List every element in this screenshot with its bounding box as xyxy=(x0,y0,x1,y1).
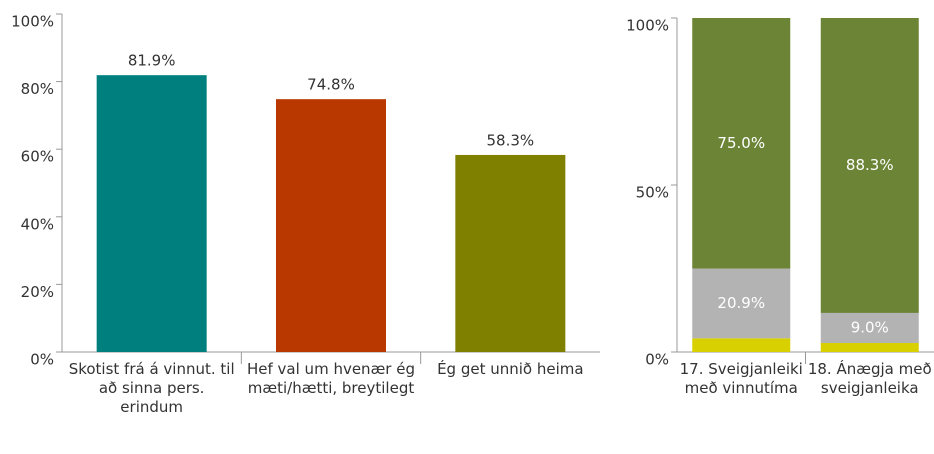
bar-segment xyxy=(692,338,791,352)
value-label: 9.0% xyxy=(851,318,889,336)
y-tick-label: 20% xyxy=(21,283,54,301)
value-label: 75.0% xyxy=(717,134,765,152)
x-tick-label: 17. Sveigjanleiki með vinnutíma xyxy=(679,360,803,397)
value-label: 74.8% xyxy=(307,76,355,94)
value-label: 81.9% xyxy=(128,52,176,70)
bar-segment xyxy=(692,18,791,269)
y-tick-label: 60% xyxy=(21,148,54,166)
x-tick-label: 18. Ánægja með sveigjanleika xyxy=(807,360,932,397)
y-tick-label: 0% xyxy=(645,351,669,369)
value-label: 88.3% xyxy=(846,156,894,174)
bar-segment xyxy=(820,342,919,352)
bar xyxy=(276,99,386,353)
y-tick-label: 0% xyxy=(30,351,54,369)
y-tick-label: 40% xyxy=(21,215,54,233)
bar xyxy=(455,154,566,352)
value-label: 20.9% xyxy=(717,294,765,312)
x-tick-label: Ég get unnið heima xyxy=(437,360,584,378)
bar-segment xyxy=(820,312,919,343)
y-tick-label: 100% xyxy=(11,13,54,31)
y-tick-label: 100% xyxy=(626,17,669,35)
bar-segment xyxy=(692,268,791,339)
y-tick-label: 80% xyxy=(21,80,54,98)
x-tick-label: Hef val um hvenær ég mæti/hætti, breytil… xyxy=(247,360,415,397)
y-tick-label: 50% xyxy=(636,184,669,202)
x-tick-label: Skotist frá á vinnut. til að sinna pers.… xyxy=(68,360,235,416)
bar-segment xyxy=(820,18,919,313)
value-label: 58.3% xyxy=(487,131,535,149)
bar xyxy=(96,75,207,352)
